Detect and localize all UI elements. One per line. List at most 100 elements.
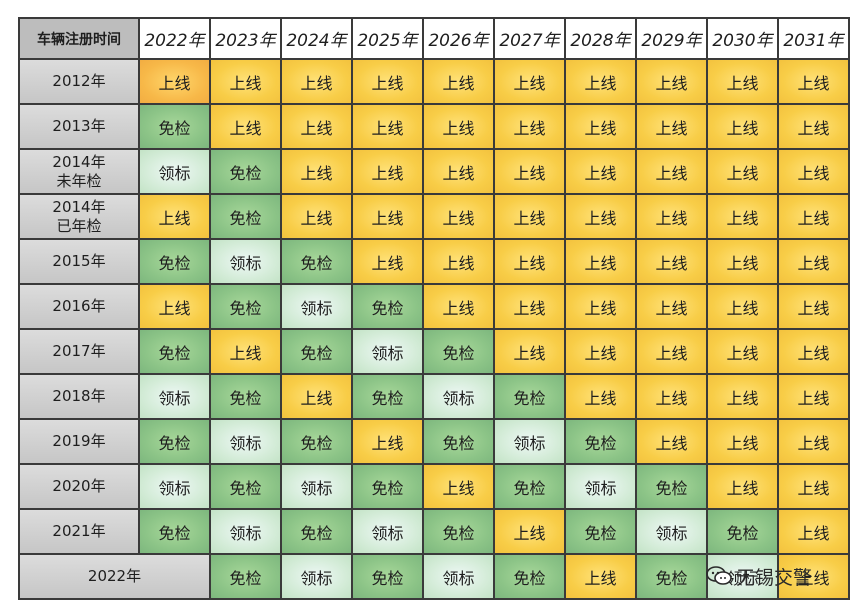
status-cell: 上线 xyxy=(564,238,637,285)
status-cell: 上线 xyxy=(777,328,850,375)
status-cell: 领标 xyxy=(280,463,353,510)
table-row: 2012年 上线 上线 上线 上线 上线 上线 上线 上线 上线 上线 xyxy=(18,58,850,105)
status-cell: 领标 xyxy=(351,328,424,375)
row-header-registration-year: 2017年 xyxy=(18,328,140,375)
table-row: 2017年 免检 上线 免检 领标 免检 上线 上线 上线 上线 上线 xyxy=(18,328,850,375)
year-header: 2031年 xyxy=(777,17,850,60)
table-row: 2021年 免检 领标 免检 领标 免检 上线 免检 领标 免检 上线 xyxy=(18,508,850,555)
table-row: 2016年 上线 免检 领标 免检 上线 上线 上线 上线 上线 上线 xyxy=(18,283,850,330)
row-header-registration-year: 2012年 xyxy=(18,58,140,105)
status-cell: 上线 xyxy=(777,373,850,420)
status-cell: 上线 xyxy=(351,58,424,105)
year-header: 2030年 xyxy=(706,17,779,60)
status-cell: 上线 xyxy=(777,508,850,555)
status-cell: 上线 xyxy=(706,283,779,330)
status-cell: 领标 xyxy=(564,463,637,510)
status-cell: 上线 xyxy=(564,193,637,240)
status-cell: 上线 xyxy=(493,328,566,375)
status-cell: 免检 xyxy=(209,553,282,600)
status-cell: 上线 xyxy=(777,283,850,330)
status-cell: 上线 xyxy=(280,103,353,150)
status-cell: 免检 xyxy=(351,463,424,510)
status-cell: 上线 xyxy=(635,148,708,195)
status-cell: 免检 xyxy=(493,463,566,510)
status-cell: 免检 xyxy=(138,508,211,555)
status-cell: 上线 xyxy=(493,508,566,555)
status-cell: 上线 xyxy=(706,238,779,285)
status-cell: 免检 xyxy=(493,553,566,600)
status-cell: 上线 xyxy=(635,193,708,240)
status-cell: 上线 xyxy=(422,238,495,285)
status-cell: 免检 xyxy=(422,328,495,375)
status-cell: 免检 xyxy=(493,373,566,420)
status-cell: 上线 xyxy=(706,58,779,105)
status-cell: 领标 xyxy=(422,553,495,600)
status-cell: 上线 xyxy=(493,193,566,240)
year-header: 2027年 xyxy=(493,17,566,60)
table-body: 2012年 上线 上线 上线 上线 上线 上线 上线 上线 上线 上线 2013年 免检 上线 上线 上线 上线… xyxy=(18,58,850,600)
row-header-registration-year: 2015年 xyxy=(18,238,140,285)
status-cell: 上线 xyxy=(564,373,637,420)
status-cell: 免检 xyxy=(280,238,353,285)
row-header-registration-year: 2014年 未年检 xyxy=(18,148,140,195)
status-cell: 领标 xyxy=(351,508,424,555)
status-cell: 上线 xyxy=(777,103,850,150)
status-cell: 领标 xyxy=(422,373,495,420)
status-cell: 上线 xyxy=(777,193,850,240)
status-cell: 免检 xyxy=(138,103,211,150)
year-header: 2025年 xyxy=(351,17,424,60)
status-cell: 上线 xyxy=(706,373,779,420)
status-cell: 免检 xyxy=(706,508,779,555)
status-cell: 上线 xyxy=(635,373,708,420)
status-cell: 领标 xyxy=(209,508,282,555)
status-cell: 上线 xyxy=(209,58,282,105)
status-cell: 上线 xyxy=(493,58,566,105)
status-cell: 上线 xyxy=(351,238,424,285)
status-cell: 上线 xyxy=(422,283,495,330)
status-cell: 上线 xyxy=(280,148,353,195)
status-cell: 免检 xyxy=(280,328,353,375)
status-cell: 领标 xyxy=(706,553,779,600)
status-cell: 免检 xyxy=(138,238,211,285)
status-cell: 上线 xyxy=(777,58,850,105)
table-row: 2015年 免检 领标 免检 上线 上线 上线 上线 上线 上线 上线 xyxy=(18,238,850,285)
status-cell: 上线 xyxy=(706,463,779,510)
status-cell: 上线 xyxy=(777,148,850,195)
year-header: 2022年 xyxy=(138,17,211,60)
status-cell: 上线 xyxy=(706,148,779,195)
row-header-registration-year: 2020年 xyxy=(18,463,140,510)
status-cell: 上线 xyxy=(280,373,353,420)
year-header: 2029年 xyxy=(635,17,708,60)
status-cell: 上线 xyxy=(706,328,779,375)
status-cell: 领标 xyxy=(209,238,282,285)
status-cell: 免检 xyxy=(422,508,495,555)
status-cell: 上线 xyxy=(564,103,637,150)
year-header: 2028年 xyxy=(564,17,637,60)
status-cell: 领标 xyxy=(138,373,211,420)
status-cell: 领标 xyxy=(138,463,211,510)
status-cell: 上线 xyxy=(351,418,424,465)
status-cell: 免检 xyxy=(351,283,424,330)
table-row: 2014年 未年检 领标 免检 上线 上线 上线 上线 上线 上线 上线 上线 xyxy=(18,148,850,195)
status-cell: 上线 xyxy=(351,193,424,240)
table-row: 2019年 免检 领标 免检 上线 免检 领标 免检 上线 上线 上线 xyxy=(18,418,850,465)
row-header-registration-year: 2019年 xyxy=(18,418,140,465)
status-cell: 免检 xyxy=(209,373,282,420)
status-cell: 领标 xyxy=(280,553,353,600)
status-cell: 免检 xyxy=(138,418,211,465)
status-cell: 免检 xyxy=(422,418,495,465)
status-cell: 上线 xyxy=(138,58,211,105)
status-cell: 上线 xyxy=(777,553,850,600)
status-cell: 免检 xyxy=(209,463,282,510)
year-header: 2026年 xyxy=(422,17,495,60)
table-row: 2013年 免检 上线 上线 上线 上线 上线 上线 上线 上线 上线 xyxy=(18,103,850,150)
status-cell: 上线 xyxy=(493,238,566,285)
header-row: 车辆注册时间 2022年 2023年 2024年 2025年 2026年 202… xyxy=(18,17,850,60)
row-header-registration-year: 2016年 xyxy=(18,283,140,330)
status-cell: 上线 xyxy=(564,283,637,330)
row-header-registration-year: 2022年 xyxy=(18,553,211,600)
status-cell: 上线 xyxy=(635,238,708,285)
status-cell: 免检 xyxy=(635,463,708,510)
table-row: 2018年 领标 免检 上线 免检 领标 免检 上线 上线 上线 上线 xyxy=(18,373,850,420)
